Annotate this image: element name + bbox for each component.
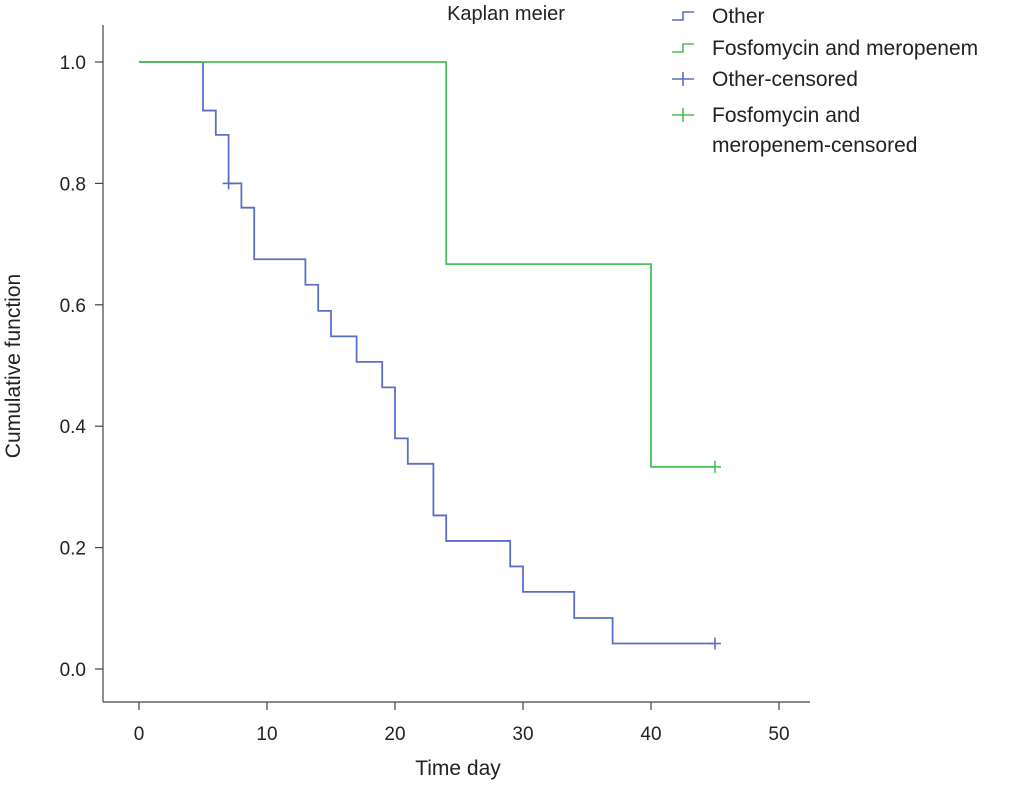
- legend-step-icon: [672, 11, 694, 21]
- y-tick-label: 0.2: [60, 539, 86, 560]
- legend-label: Other-censored: [712, 68, 858, 91]
- x-tick-label: 50: [768, 724, 789, 745]
- legend-item: Fosfomycin and meropenem: [672, 37, 978, 60]
- axes: [102, 25, 810, 703]
- censor-mark: [222, 177, 235, 190]
- x-tick-label: 30: [512, 724, 533, 745]
- y-axis-title: Cumulative function: [2, 274, 25, 458]
- series-line-other: [139, 61, 715, 645]
- legend-label: Fosfomycin and meropenem: [712, 37, 978, 60]
- axis-ticks: 0 10 20 30 40 50 0.0 0.2 0.4 0.6 0.8 1.0: [60, 53, 790, 745]
- y-tick-label: 0.4: [60, 417, 87, 438]
- censor-mark: [709, 460, 721, 473]
- censor-mark: [709, 637, 721, 650]
- legend-label: Other: [712, 5, 765, 28]
- x-tick-label: 0: [134, 724, 145, 745]
- legend-item: Other-censored: [672, 68, 858, 91]
- legend-step-icon: [672, 43, 694, 53]
- x-tick-label: 20: [384, 724, 405, 745]
- x-tick-label: 10: [256, 724, 277, 745]
- y-tick-label: 0.6: [60, 296, 86, 317]
- legend: Other Fosfomycin and meropenem Other-censo…: [672, 5, 978, 157]
- chart-title: Kaplan meier: [447, 3, 565, 25]
- x-tick-label: 40: [640, 724, 661, 745]
- y-tick-label: 0.8: [60, 174, 86, 195]
- legend-label-line: Fosfomycin and: [712, 104, 860, 127]
- legend-label-line: meropenem-censored: [712, 134, 917, 157]
- legend-item: Other: [672, 5, 765, 28]
- y-tick-label: 0.0: [60, 660, 86, 681]
- plot-series: [139, 61, 721, 650]
- y-tick-label: 1.0: [60, 53, 86, 74]
- series-line-fosfomycin-and-meropenem: [139, 61, 715, 468]
- x-axis-title: Time day: [415, 757, 501, 780]
- legend-item: Fosfomycin and meropenem-censored: [672, 104, 917, 157]
